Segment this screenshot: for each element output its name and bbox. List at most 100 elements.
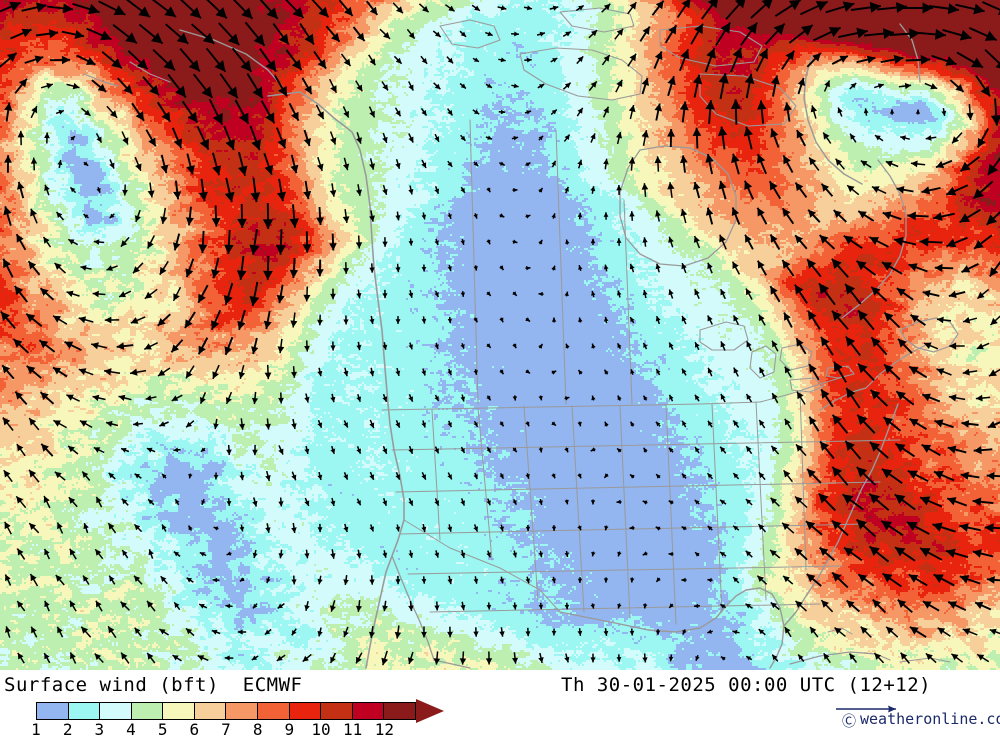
wind-arrow	[973, 497, 994, 506]
wind-arrow	[487, 602, 492, 609]
legend-tick-8: 8	[253, 720, 263, 739]
wind-arrow	[79, 368, 93, 375]
wind-arrow	[143, 77, 159, 96]
wind-arrow	[861, 161, 871, 168]
wind-arrow	[669, 501, 674, 505]
wind-arrow	[44, 496, 50, 508]
wind-arrow	[461, 291, 465, 297]
wind-arrow	[911, 161, 925, 168]
wind-arrow	[14, 339, 29, 353]
wind-arrow	[552, 629, 557, 636]
legend-swatch-5[interactable]	[163, 702, 195, 720]
wind-arrow	[95, 549, 102, 558]
wind-arrow	[499, 110, 506, 115]
legend-swatch-3[interactable]	[100, 702, 132, 720]
wind-arrow	[448, 265, 452, 271]
wind-arrow	[188, 474, 192, 479]
wind-arrow	[434, 602, 439, 611]
wind-arrow	[265, 365, 272, 379]
map-canvas[interactable]	[0, 0, 1000, 670]
wind-arrow	[605, 370, 609, 375]
wind-arrow	[708, 526, 713, 531]
wind-arrow	[239, 365, 246, 379]
wind-arrow	[395, 368, 400, 376]
legend-swatch-11[interactable]	[353, 702, 385, 720]
wind-arrow	[577, 56, 583, 63]
wind-arrow	[41, 83, 53, 89]
wind-arrow	[31, 574, 38, 586]
wind-arrow	[695, 552, 700, 556]
wind-arrow	[784, 313, 792, 328]
wind-arrow	[537, 32, 545, 37]
wind-arrow	[232, 0, 253, 19]
wind-arrow	[758, 261, 766, 276]
wind-arrow	[94, 239, 104, 245]
color-legend[interactable]	[36, 702, 416, 720]
wind-arrow	[57, 523, 63, 534]
wind-arrow	[65, 342, 82, 351]
legend-swatch-1[interactable]	[36, 702, 69, 720]
wind-arrow	[330, 132, 336, 145]
wind-arrow	[681, 578, 686, 582]
wind-arrow	[330, 183, 337, 196]
wind-arrow	[669, 603, 674, 608]
legend-swatch-4[interactable]	[132, 702, 164, 720]
wind-arrow	[277, 285, 285, 303]
wind-arrow	[69, 497, 77, 506]
wind-arrow	[819, 494, 836, 511]
legend-swatch-10[interactable]	[321, 702, 353, 720]
wind-arrow	[783, 208, 794, 223]
wind-arrow	[276, 229, 286, 255]
wind-arrow	[922, 186, 941, 194]
wind-arrow	[864, 108, 869, 115]
wind-arrow	[591, 239, 596, 245]
legend-swatch-12[interactable]	[384, 702, 416, 720]
wind-arrow	[304, 340, 310, 351]
wind-arrow	[250, 126, 261, 150]
wind-arrow	[409, 343, 414, 350]
wind-arrow	[869, 494, 888, 510]
wind-arrow	[551, 110, 557, 115]
wind-arrow	[251, 178, 261, 202]
legend-swatch-6[interactable]	[195, 702, 227, 720]
wind-arrow	[929, 3, 959, 14]
wind-arrow	[70, 187, 75, 192]
wind-arrow	[70, 652, 76, 663]
wind-arrow	[173, 287, 180, 301]
wind-arrow	[551, 58, 558, 62]
legend-swatch-9[interactable]	[290, 702, 322, 720]
wind-arrow	[579, 370, 583, 375]
wind-arrow	[225, 337, 233, 355]
wind-arrow	[3, 206, 11, 225]
wind-arrow	[631, 422, 635, 427]
wind-arrow	[96, 601, 102, 611]
wind-arrow	[955, 4, 984, 15]
wind-arrow	[109, 576, 114, 585]
wind-arrow	[985, 523, 1000, 532]
wind-arrow	[461, 239, 465, 245]
wind-arrow	[317, 420, 322, 428]
wind-arrow	[759, 315, 765, 326]
wind-arrow	[656, 577, 660, 582]
wind-arrow	[367, 1, 378, 15]
legend-swatch-8[interactable]	[258, 702, 290, 720]
wind-arrow	[303, 231, 312, 252]
legend-swatch-7[interactable]	[226, 702, 258, 720]
wind-arrow	[419, 4, 428, 12]
wind-arrow	[691, 24, 703, 44]
wind-arrow	[461, 343, 465, 348]
wind-arrow	[895, 494, 916, 509]
legend-swatch-2[interactable]	[69, 702, 101, 720]
wind-arrow	[330, 79, 337, 93]
wind-arrow	[680, 49, 689, 71]
wind-arrow	[343, 106, 349, 117]
wind-arrow	[845, 284, 861, 304]
wind-arrow	[643, 343, 647, 349]
wind-arrow	[909, 367, 926, 378]
wind-arrow	[499, 422, 503, 427]
wind-arrow	[578, 577, 582, 583]
wind-arrow	[759, 629, 766, 635]
wind-arrow	[210, 99, 223, 125]
wind-arrow	[356, 81, 363, 92]
wind-arrow	[707, 578, 712, 582]
